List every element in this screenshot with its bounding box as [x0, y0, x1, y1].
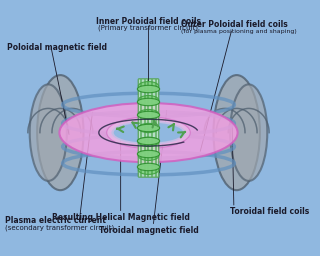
Text: Toroidal magnetic field: Toroidal magnetic field [99, 226, 198, 234]
Ellipse shape [138, 109, 159, 119]
Ellipse shape [114, 123, 183, 143]
Ellipse shape [138, 137, 159, 147]
Ellipse shape [138, 123, 159, 133]
Ellipse shape [137, 124, 160, 132]
Ellipse shape [213, 75, 260, 190]
Ellipse shape [37, 75, 84, 190]
Ellipse shape [30, 84, 67, 181]
Ellipse shape [138, 95, 159, 105]
Text: (secondary transformer circuit): (secondary transformer circuit) [5, 225, 114, 231]
Ellipse shape [137, 150, 160, 158]
Ellipse shape [137, 163, 160, 171]
Text: Inner Poloidal field coils: Inner Poloidal field coils [96, 17, 201, 26]
Ellipse shape [60, 103, 237, 162]
Text: Poloidal magnetic field: Poloidal magnetic field [7, 43, 108, 52]
Text: (for plasma positioning and shaping): (for plasma positioning and shaping) [181, 29, 297, 34]
Ellipse shape [137, 137, 160, 145]
Ellipse shape [137, 98, 160, 106]
Ellipse shape [137, 111, 160, 119]
Text: Resulting Helical Magnetic field: Resulting Helical Magnetic field [52, 212, 189, 222]
Ellipse shape [111, 121, 186, 145]
Ellipse shape [230, 84, 267, 181]
Text: (Primary transformer circuit): (Primary transformer circuit) [99, 24, 198, 30]
Ellipse shape [138, 82, 159, 91]
Ellipse shape [138, 165, 159, 174]
Text: Plasma electric current: Plasma electric current [5, 216, 106, 225]
Text: Outer Poloidal field coils: Outer Poloidal field coils [181, 19, 288, 29]
Text: Toroidal field coils: Toroidal field coils [230, 207, 309, 216]
Ellipse shape [137, 85, 160, 93]
Ellipse shape [138, 151, 159, 161]
FancyBboxPatch shape [138, 79, 159, 177]
Ellipse shape [107, 117, 190, 148]
